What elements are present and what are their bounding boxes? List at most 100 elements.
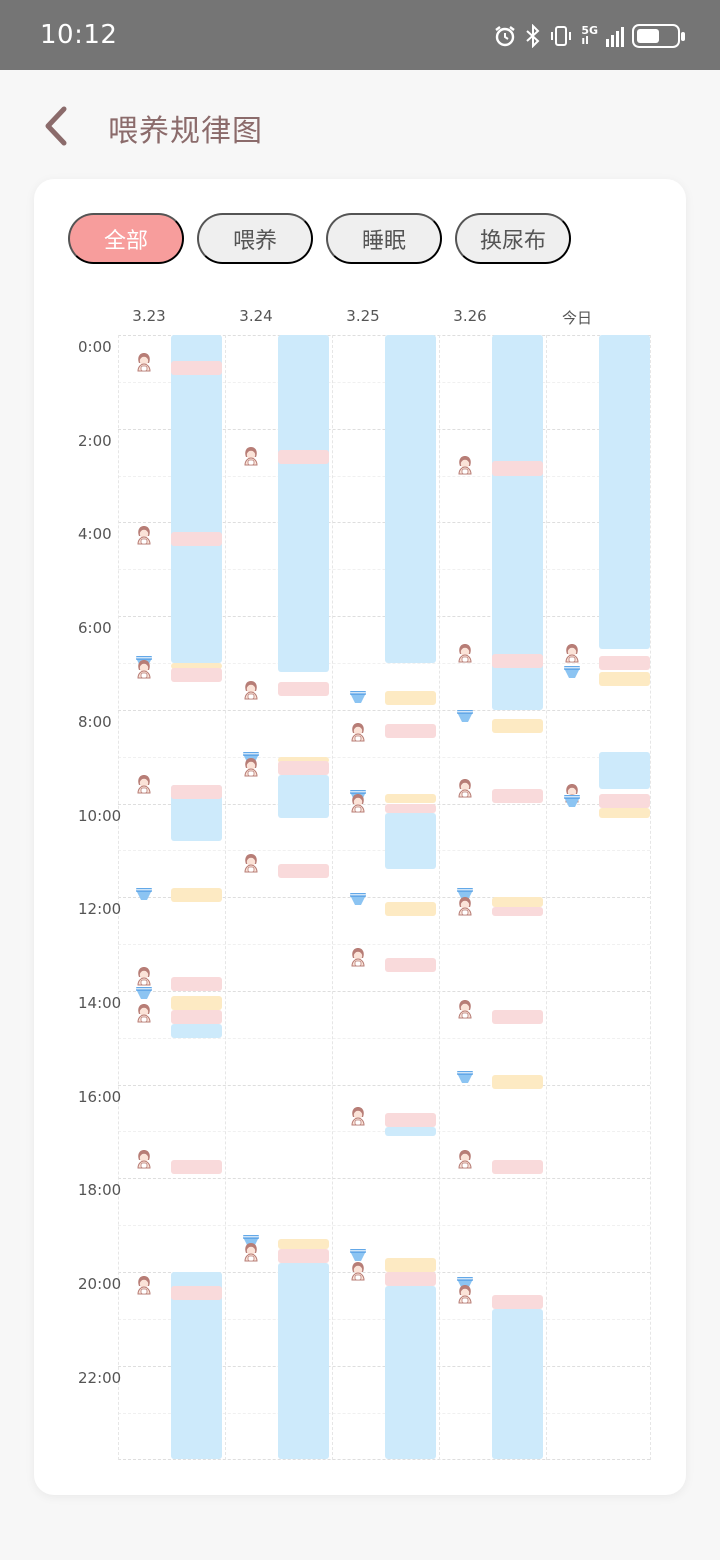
baby-bottle-feeding-icon[interactable] [349, 793, 367, 815]
diaper-icon[interactable] [349, 689, 367, 711]
baby-bottle-feeding-icon[interactable] [563, 643, 581, 665]
baby-bottle-feeding-icon[interactable] [456, 643, 474, 665]
sleep-segment[interactable] [278, 1262, 329, 1460]
feed-segment[interactable] [171, 1286, 222, 1301]
tab-all[interactable]: 全部 [68, 213, 184, 264]
baby-bottle-feeding-icon[interactable] [456, 778, 474, 800]
feed-segment[interactable] [492, 1159, 543, 1174]
tab-diaper[interactable]: 换尿布 [455, 213, 571, 264]
diaper-icon[interactable] [135, 985, 153, 1007]
diaper-segment[interactable] [492, 719, 543, 734]
feed-segment[interactable] [385, 1272, 436, 1287]
diaper-segment[interactable] [599, 808, 650, 818]
diaper-segment[interactable] [171, 995, 222, 1010]
diaper-segment[interactable] [492, 897, 543, 907]
feed-segment[interactable] [599, 655, 650, 670]
baby-bottle-feeding-icon[interactable] [349, 1106, 367, 1128]
diaper-segment[interactable] [599, 672, 650, 687]
sleep-segment[interactable] [278, 775, 329, 818]
baby-bottle-feeding-icon[interactable] [135, 1003, 153, 1025]
baby-bottle-feeding-icon[interactable] [242, 446, 260, 468]
feed-segment[interactable] [278, 761, 329, 776]
feed-segment[interactable] [278, 864, 329, 879]
sleep-segment[interactable] [599, 335, 650, 649]
baby-bottle-feeding-icon[interactable] [242, 853, 260, 875]
diaper-segment[interactable] [492, 1075, 543, 1090]
diaper-segment[interactable] [385, 901, 436, 916]
baby-bottle-feeding-icon[interactable] [242, 757, 260, 779]
baby-bottle-feeding-icon[interactable] [242, 1242, 260, 1264]
feed-segment[interactable] [171, 360, 222, 375]
baby-bottle-feeding-icon[interactable] [135, 966, 153, 988]
baby-bottle-feeding-icon[interactable] [349, 947, 367, 969]
diaper-icon[interactable] [563, 664, 581, 686]
feed-segment[interactable] [492, 1009, 543, 1024]
feed-segment[interactable] [171, 976, 222, 991]
feed-segment[interactable] [492, 461, 543, 476]
feed-segment[interactable] [385, 803, 436, 813]
back-button[interactable] [36, 104, 76, 148]
feed-segment[interactable] [171, 1159, 222, 1174]
diaper-icon[interactable] [349, 891, 367, 913]
diaper-icon[interactable] [456, 1069, 474, 1091]
feed-segment[interactable] [171, 531, 222, 546]
gridline [650, 335, 651, 1460]
sleep-segment[interactable] [171, 1272, 222, 1460]
feed-segment[interactable] [278, 681, 329, 696]
gridline [118, 1272, 650, 1273]
baby-bottle-feeding-icon[interactable] [456, 896, 474, 918]
feed-segment[interactable] [171, 667, 222, 682]
feed-segment[interactable] [278, 1248, 329, 1263]
gridline [118, 335, 119, 1460]
feed-segment[interactable] [278, 449, 329, 464]
gridline [225, 335, 226, 1460]
baby-bottle-feeding-icon[interactable] [242, 680, 260, 702]
diaper-segment[interactable] [171, 887, 222, 902]
feed-segment[interactable] [492, 1295, 543, 1310]
baby-bottle-feeding-icon[interactable] [135, 659, 153, 681]
diaper-icon[interactable] [349, 1247, 367, 1269]
feed-segment[interactable] [171, 784, 222, 799]
feed-segment[interactable] [171, 1009, 222, 1024]
diaper-segment[interactable] [385, 794, 436, 804]
sleep-segment[interactable] [492, 1309, 543, 1460]
feed-segment[interactable] [492, 789, 543, 804]
diaper-segment[interactable] [171, 662, 222, 669]
diaper-icon[interactable] [456, 708, 474, 730]
baby-bottle-feeding-icon[interactable] [456, 455, 474, 477]
baby-bottle-feeding-icon[interactable] [135, 1275, 153, 1297]
diaper-segment[interactable] [385, 1257, 436, 1272]
baby-bottle-feeding-icon[interactable] [349, 1261, 367, 1283]
sleep-segment[interactable] [385, 1286, 436, 1460]
diaper-segment[interactable] [278, 1239, 329, 1249]
feed-segment[interactable] [492, 653, 543, 668]
sleep-segment[interactable] [171, 335, 222, 663]
tab-feeding[interactable]: 喂养 [197, 213, 313, 264]
sleep-segment[interactable] [492, 335, 543, 710]
baby-bottle-feeding-icon[interactable] [456, 1284, 474, 1306]
diaper-icon[interactable] [135, 886, 153, 908]
tab-sleep[interactable]: 睡眠 [326, 213, 442, 264]
diaper-segment[interactable] [385, 691, 436, 706]
feed-segment[interactable] [385, 1112, 436, 1127]
baby-bottle-feeding-icon[interactable] [456, 1149, 474, 1171]
sleep-segment[interactable] [385, 812, 436, 870]
baby-bottle-feeding-icon[interactable] [135, 525, 153, 547]
diaper-icon[interactable] [563, 793, 581, 815]
baby-bottle-feeding-icon[interactable] [135, 774, 153, 796]
diaper-segment[interactable] [278, 756, 329, 763]
sleep-segment[interactable] [278, 335, 329, 673]
feed-segment[interactable] [599, 794, 650, 809]
gridline [118, 756, 650, 758]
feed-segment[interactable] [385, 958, 436, 973]
sleep-segment[interactable] [385, 1126, 436, 1137]
baby-bottle-feeding-icon[interactable] [135, 352, 153, 374]
baby-bottle-feeding-icon[interactable] [135, 1149, 153, 1171]
feed-segment[interactable] [492, 906, 543, 916]
baby-bottle-feeding-icon[interactable] [456, 999, 474, 1021]
sleep-segment[interactable] [599, 751, 650, 790]
sleep-segment[interactable] [171, 1023, 222, 1038]
sleep-segment[interactable] [385, 335, 436, 663]
baby-bottle-feeding-icon[interactable] [349, 722, 367, 744]
feed-segment[interactable] [385, 723, 436, 738]
